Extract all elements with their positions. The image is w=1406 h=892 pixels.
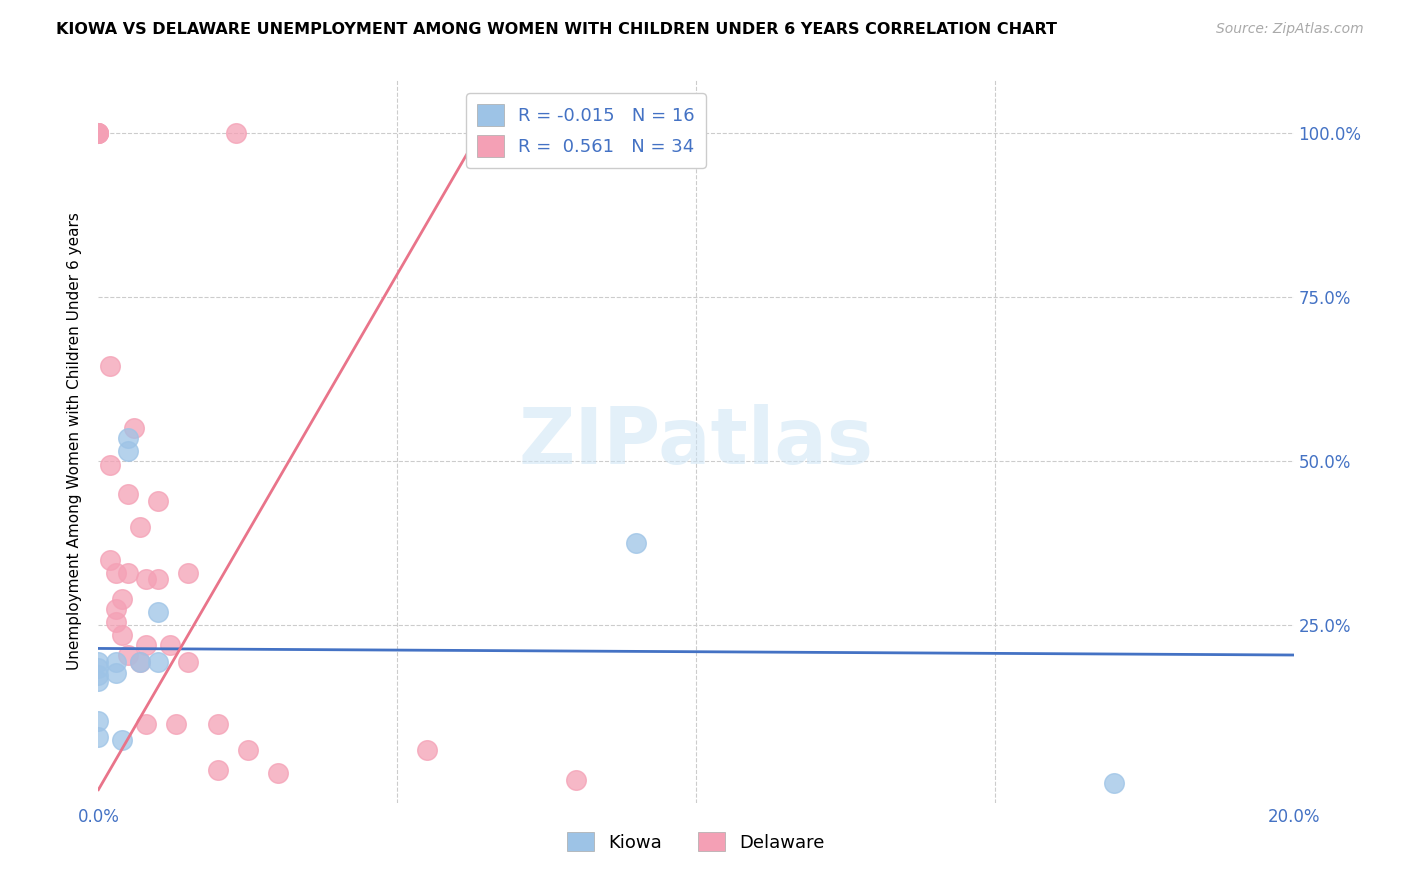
Point — [135, 638, 157, 652]
Point — [111, 592, 134, 607]
Point — [87, 126, 110, 140]
Point — [98, 458, 122, 472]
Point — [111, 628, 134, 642]
Point — [124, 421, 146, 435]
Point — [207, 717, 229, 731]
Point — [117, 431, 139, 445]
Point — [129, 655, 152, 669]
Point — [87, 674, 110, 689]
Point — [105, 655, 128, 669]
Point — [105, 602, 128, 616]
Text: ZIPatlas: ZIPatlas — [519, 403, 873, 480]
Point — [129, 655, 152, 669]
Point — [267, 766, 290, 780]
Point — [117, 648, 139, 662]
Point — [105, 566, 128, 580]
Y-axis label: Unemployment Among Women with Children Under 6 years: Unemployment Among Women with Children U… — [67, 212, 83, 671]
Point — [87, 667, 110, 681]
Point — [626, 536, 648, 550]
Point — [98, 553, 122, 567]
Point — [87, 126, 110, 140]
Point — [177, 655, 200, 669]
Point — [87, 714, 110, 728]
Point — [111, 733, 134, 747]
Point — [105, 665, 128, 680]
Point — [225, 126, 247, 140]
Point — [148, 655, 170, 669]
Point — [87, 655, 110, 669]
Point — [117, 566, 139, 580]
Point — [148, 573, 170, 587]
Point — [135, 717, 157, 731]
Point — [117, 444, 139, 458]
Point — [177, 566, 200, 580]
Point — [236, 743, 259, 757]
Point — [159, 638, 181, 652]
Point — [135, 573, 157, 587]
Point — [165, 717, 187, 731]
Point — [87, 126, 110, 140]
Point — [87, 730, 110, 744]
Point — [1104, 776, 1126, 790]
Point — [87, 126, 110, 140]
Legend: Kiowa, Delaware: Kiowa, Delaware — [560, 825, 832, 859]
Text: KIOWA VS DELAWARE UNEMPLOYMENT AMONG WOMEN WITH CHILDREN UNDER 6 YEARS CORRELATI: KIOWA VS DELAWARE UNEMPLOYMENT AMONG WOM… — [56, 22, 1057, 37]
Text: Source: ZipAtlas.com: Source: ZipAtlas.com — [1216, 22, 1364, 37]
Point — [105, 615, 128, 630]
Point — [87, 661, 110, 675]
Point — [129, 520, 152, 534]
Point — [565, 772, 588, 787]
Point — [207, 763, 229, 777]
Point — [416, 743, 439, 757]
Point — [98, 359, 122, 373]
Point — [148, 493, 170, 508]
Point — [148, 605, 170, 619]
Point — [117, 487, 139, 501]
